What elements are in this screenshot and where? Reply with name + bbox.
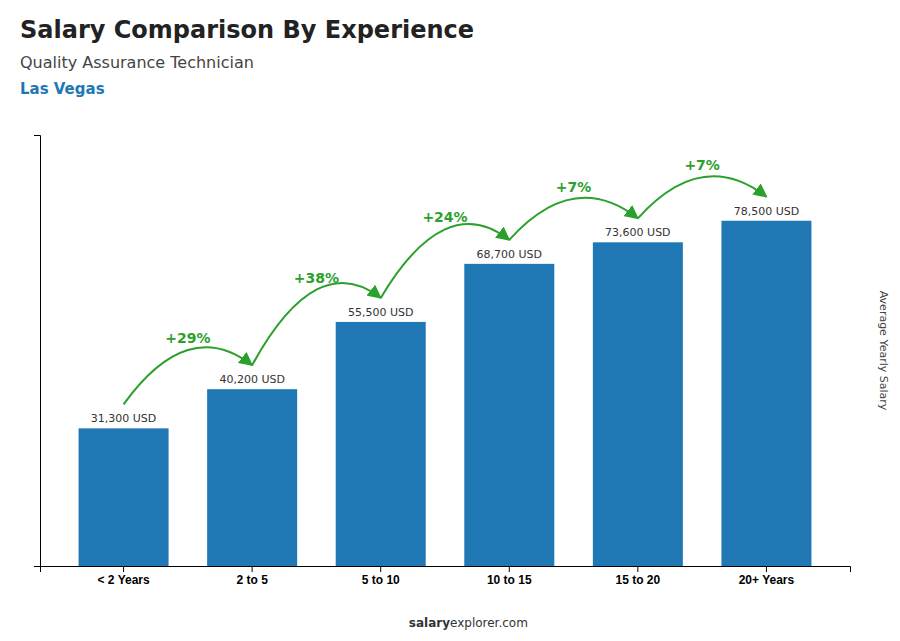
data-label: 31,300 USD <box>91 412 157 425</box>
change-label: +7% <box>556 179 592 195</box>
x-tick: 5 to 10 <box>362 566 400 587</box>
subtitle: Quality Assurance Technician <box>20 53 254 72</box>
y-axis-title: Average Yearly Salary <box>877 291 890 411</box>
plot: < 2 Years 2 to 5 5 to 10 10 to 15 15 to 20 20… <box>34 136 851 587</box>
x-tick-label: 5 to 10 <box>362 573 400 587</box>
change-arrow <box>381 224 510 298</box>
x-tick: 20+ Years <box>739 566 795 587</box>
x-tick-label: 20+ Years <box>739 573 795 587</box>
x-tick-label: < 2 Years <box>97 573 149 587</box>
data-label: 78,500 USD <box>734 205 800 218</box>
bar <box>207 389 297 566</box>
data-label: 55,500 USD <box>348 306 414 319</box>
change-label: +29% <box>165 330 210 346</box>
x-tick-mark <box>766 566 767 572</box>
y-axis <box>34 136 41 567</box>
x-tick-mark <box>637 566 638 572</box>
data-label: 40,200 USD <box>219 373 285 386</box>
bar <box>79 428 169 566</box>
city: Las Vegas <box>20 80 105 98</box>
x-tick-label: 2 to 5 <box>236 573 268 587</box>
bar <box>721 221 811 566</box>
change-arrow <box>638 176 767 218</box>
change-arrow <box>124 347 253 404</box>
x-axis-line <box>41 567 851 573</box>
change-label: +7% <box>684 157 720 173</box>
title: Salary Comparison By Experience <box>20 16 474 44</box>
bar <box>336 322 426 566</box>
x-tick: < 2 Years <box>97 566 149 587</box>
x-tick-mark <box>123 566 124 572</box>
x-axis: < 2 Years 2 to 5 5 to 10 10 to 15 15 to 20 20… <box>41 566 851 587</box>
x-tick-mark <box>380 566 381 572</box>
chart: Salary Comparison By Experience Quality A… <box>0 0 900 641</box>
change-label: +24% <box>422 209 467 225</box>
x-tick-mark <box>252 566 253 572</box>
change-arrow <box>509 198 638 240</box>
x-tick-label: 10 to 15 <box>487 573 532 587</box>
data-label: 68,700 USD <box>477 248 543 261</box>
x-tick: 2 to 5 <box>236 566 268 587</box>
footer: salary <box>409 616 450 630</box>
change-label: +38% <box>294 270 339 286</box>
change-arrow <box>252 283 381 365</box>
bars <box>79 221 812 566</box>
x-tick: 15 to 20 <box>616 566 661 587</box>
x-tick-mark <box>509 566 510 572</box>
data-label: 73,600 USD <box>605 226 671 239</box>
bar <box>464 264 554 566</box>
data-labels: 31,300 USD 40,200 USD 55,500 USD 68,700 USD… <box>91 205 799 426</box>
x-tick-label: 15 to 20 <box>616 573 661 587</box>
change-annotations: +29% +38% +24% +7% +7% <box>124 157 767 404</box>
y-axis-line <box>34 136 41 567</box>
footer: explorer.com <box>450 616 528 630</box>
x-tick: 10 to 15 <box>487 566 532 587</box>
bar <box>593 242 683 566</box>
